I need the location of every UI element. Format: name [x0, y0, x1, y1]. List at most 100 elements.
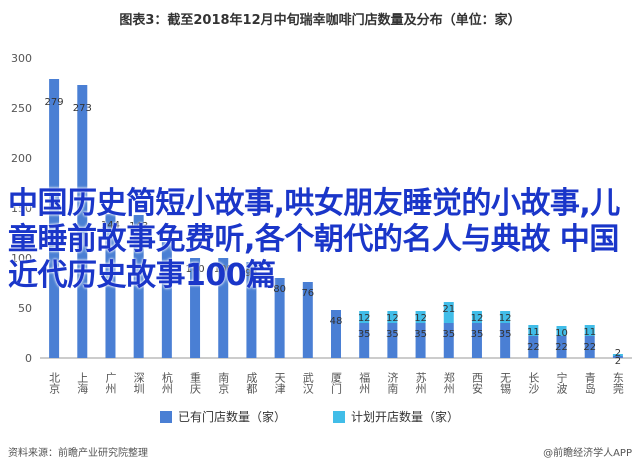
data-label: 76 [301, 288, 314, 299]
data-label: 279 [45, 97, 64, 108]
bar-existing [471, 323, 482, 358]
x-tick-label: 天津 [273, 372, 286, 394]
bar-planned [415, 311, 426, 323]
x-tick-label: 南京 [217, 372, 230, 395]
x-tick-label: 厦门 [330, 372, 343, 395]
data-label: 21 [442, 304, 455, 315]
x-tick-label: 西安 [470, 372, 483, 395]
data-label: 35 [499, 329, 512, 340]
chart-title: 图表3：截至2018年12月中旬瑞幸咖啡门店数量及分布（单位：家） [119, 12, 520, 28]
x-tick-label: 北京 [48, 372, 61, 395]
x-tick-label: 济南 [386, 371, 399, 394]
legend: 已有门店数量（家） 计划开店数量（家） [160, 409, 459, 424]
x-tick-label: 东莞 [611, 372, 624, 395]
y-tick-label: 150 [11, 202, 32, 215]
x-tick-label: 杭州 [160, 371, 173, 394]
bar-existing [218, 258, 229, 358]
legend-label-planned: 计划开店数量（家） [351, 409, 459, 424]
bar-planned [556, 326, 567, 336]
bar-existing [359, 323, 370, 358]
x-tick-label: 无锡 [499, 372, 512, 395]
data-label: 10 [555, 328, 568, 339]
bar-planned [387, 311, 398, 323]
bar-existing [274, 278, 285, 358]
data-label: 100 [214, 264, 233, 275]
data-label: 35 [471, 329, 484, 340]
bar-existing [77, 85, 88, 358]
y-tick-label: 100 [11, 252, 32, 265]
bar-existing [49, 79, 60, 358]
x-tick-label: 深圳 [132, 372, 145, 394]
bar-planned [612, 354, 623, 356]
legend-swatch-planned [333, 411, 345, 423]
data-label: 273 [73, 103, 92, 114]
x-tick-label: 重庆 [189, 371, 202, 395]
data-label: 2 [615, 356, 621, 367]
bar-existing [161, 242, 172, 358]
y-tick-label: 200 [11, 152, 32, 165]
data-label: 11 [527, 327, 540, 338]
data-label: 48 [330, 316, 343, 327]
x-tick-label: 长沙 [527, 372, 540, 394]
x-tick-label: 武汉 [301, 372, 314, 395]
axes: 0 50 100 150 200 250 300 北京 上海 广州 深圳 杭州 重庆 南京 成都 天津 武汉 厦门… [11, 52, 632, 395]
bar-existing [105, 214, 116, 358]
bar-existing [415, 323, 426, 358]
data-label: 80 [273, 284, 286, 295]
bar-existing [387, 323, 398, 358]
data-label: 35 [442, 329, 455, 340]
data-label: 96 [245, 268, 258, 279]
bar-existing [556, 336, 567, 358]
y-tick-label: 300 [11, 52, 32, 65]
data-label: 35 [414, 329, 427, 340]
x-tick-label: 上海 [76, 372, 89, 395]
x-tick-label: 宁波 [555, 371, 568, 395]
data-label: 11 [583, 327, 596, 338]
x-tick-label: 苏州 [414, 372, 427, 394]
legend-swatch-existing [160, 411, 172, 423]
data-label: 35 [358, 329, 371, 340]
bar-existing [331, 310, 341, 358]
data-label: 12 [471, 313, 484, 324]
bar-planned [471, 311, 482, 323]
y-tick-label: 0 [25, 352, 32, 365]
data-label: 144 [101, 220, 120, 231]
legend-label-existing: 已有门店数量（家） [178, 409, 286, 424]
bar-existing [584, 336, 595, 358]
data-label: 22 [555, 342, 568, 353]
bar-existing [612, 356, 623, 358]
overlay-headline: 中国历史简短小故事,哄女朋友睡觉的小故事,儿童睡前故事免费听,各个朝代的名人与典… [8, 186, 620, 293]
data-label: 22 [583, 342, 596, 353]
credit-note: @前瞻经济学人APP [543, 446, 632, 459]
x-tick-label: 成都 [245, 372, 258, 394]
bar-existing [443, 323, 454, 358]
bar-planned [359, 311, 370, 323]
bar-planned [500, 311, 511, 323]
bar-existing [528, 336, 539, 358]
bar-existing [190, 258, 201, 358]
x-tick-label: 福州 [358, 371, 371, 394]
bars [49, 79, 623, 358]
data-label: 12 [414, 313, 427, 324]
data-label: 12 [358, 313, 371, 324]
x-tick-label: 郑州 [442, 371, 455, 394]
x-tick-label: 广州 [104, 372, 117, 394]
bar-existing [246, 262, 257, 358]
bar-planned [443, 302, 454, 323]
data-label: 35 [386, 329, 399, 340]
x-tick-label: 青岛 [583, 372, 596, 395]
bar-existing [133, 215, 144, 358]
data-label: 2 [615, 348, 621, 359]
data-label: 143 [129, 221, 148, 232]
y-tick-label: 50 [18, 302, 32, 315]
bar-planned [584, 325, 595, 336]
bar-planned [528, 325, 539, 336]
data-label: 100 [186, 264, 205, 275]
source-note: 资料来源：前瞻产业研究院整理 [8, 446, 148, 459]
bar-existing [500, 323, 511, 358]
data-label: 22 [527, 342, 540, 353]
bar-existing [302, 282, 313, 358]
y-tick-label: 250 [11, 102, 32, 115]
